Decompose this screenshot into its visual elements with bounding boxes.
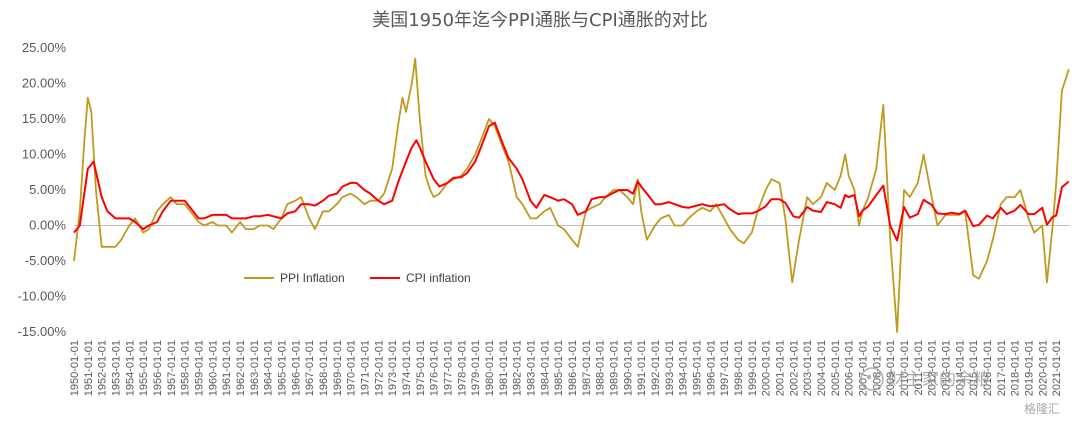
x-tick-label: 1963-01-01 bbox=[249, 340, 261, 396]
x-tick-label: 1982-01-01 bbox=[512, 340, 524, 396]
watermark: 财主家的余粮 格隆汇 bbox=[860, 367, 1060, 416]
y-tick-label: 0.00% bbox=[29, 218, 66, 233]
x-tick-label: 1970-01-01 bbox=[346, 340, 358, 396]
x-tick-label: 2013-01-01 bbox=[941, 340, 953, 396]
x-tick-label: 2014-01-01 bbox=[954, 340, 966, 396]
x-tick-label: 1954-01-01 bbox=[124, 340, 136, 396]
x-tick-label: 1987-01-01 bbox=[581, 340, 593, 396]
x-tick-label: 1980-01-01 bbox=[484, 340, 496, 396]
x-tick-label: 1992-01-01 bbox=[650, 340, 662, 396]
x-tick-label: 1965-01-01 bbox=[277, 340, 289, 396]
series-line-ppi bbox=[73, 57, 1070, 333]
x-tick-label: 1967-01-01 bbox=[304, 340, 316, 396]
series-layer bbox=[73, 57, 1070, 333]
y-tick-label: -5.00% bbox=[25, 253, 67, 268]
legend-label: PPI Inflation bbox=[280, 271, 345, 285]
x-tick-label: 1981-01-01 bbox=[498, 340, 510, 396]
x-tick-label: 1973-01-01 bbox=[387, 340, 399, 396]
x-tick-label: 2015-01-01 bbox=[968, 340, 980, 396]
x-tick-label: 1961-01-01 bbox=[221, 340, 233, 396]
x-tick-label: 1956-01-01 bbox=[152, 340, 164, 396]
x-tick-label: 1993-01-01 bbox=[664, 340, 676, 396]
watermark-text: 财主家的余粮 bbox=[888, 370, 990, 390]
y-tick-label: -10.00% bbox=[18, 289, 67, 304]
x-tick-label: 1995-01-01 bbox=[692, 340, 704, 396]
y-axis-ticks: 25.00% 20.00% 15.00% 10.00% 5.00% 0.00% -5.00%… bbox=[18, 40, 67, 339]
watermark-logo-dot2-icon bbox=[873, 374, 879, 380]
y-tick-label: 10.00% bbox=[22, 147, 67, 162]
x-tick-label: 1950-01-01 bbox=[69, 340, 81, 396]
x-tick-label: 1998-01-01 bbox=[733, 340, 745, 396]
x-tick-label: 2020-01-01 bbox=[1037, 340, 1049, 396]
x-tick-label: 1999-01-01 bbox=[747, 340, 759, 396]
x-tick-label: 2019-01-01 bbox=[1024, 340, 1036, 396]
watermark-subtext: 格隆汇 bbox=[1024, 401, 1060, 416]
x-tick-label: 1984-01-01 bbox=[539, 340, 551, 396]
x-tick-label: 1996-01-01 bbox=[705, 340, 717, 396]
x-tick-label: 2006-01-01 bbox=[844, 340, 856, 396]
x-tick-label: 1964-01-01 bbox=[263, 340, 275, 396]
x-tick-label: 2012-01-01 bbox=[927, 340, 939, 396]
x-tick-label: 1952-01-01 bbox=[97, 340, 109, 396]
series-line-cpi bbox=[73, 121, 1070, 242]
x-tick-label: 1968-01-01 bbox=[318, 340, 330, 396]
x-tick-label: 1986-01-01 bbox=[567, 340, 579, 396]
x-tick-label: 1972-01-01 bbox=[373, 340, 385, 396]
x-tick-label: 1975-01-01 bbox=[415, 340, 427, 396]
y-tick-label: 20.00% bbox=[22, 76, 67, 91]
x-tick-label: 1978-01-01 bbox=[456, 340, 468, 396]
legend: PPI Inflation CPI inflation bbox=[244, 271, 471, 285]
y-tick-label: -15.00% bbox=[18, 324, 67, 339]
x-tick-label: 2003-01-01 bbox=[802, 340, 814, 396]
y-tick-label: 5.00% bbox=[29, 182, 66, 197]
x-tick-label: 1989-01-01 bbox=[609, 340, 621, 396]
x-tick-label: 1971-01-01 bbox=[360, 340, 372, 396]
x-tick-label: 1958-01-01 bbox=[180, 340, 192, 396]
x-tick-label: 2000-01-01 bbox=[761, 340, 773, 396]
x-tick-label: 2004-01-01 bbox=[816, 340, 828, 396]
x-tick-label: 1955-01-01 bbox=[138, 340, 150, 396]
watermark-logo-icon bbox=[860, 367, 884, 391]
x-tick-label: 1990-01-01 bbox=[622, 340, 634, 396]
x-tick-label: 1991-01-01 bbox=[636, 340, 648, 396]
x-tick-label: 2016-01-01 bbox=[982, 340, 994, 396]
x-tick-label: 2018-01-01 bbox=[1010, 340, 1022, 396]
x-tick-label: 1983-01-01 bbox=[526, 340, 538, 396]
x-tick-label: 2001-01-01 bbox=[775, 340, 787, 396]
x-tick-label: 2010-01-01 bbox=[899, 340, 911, 396]
x-tick-label: 1969-01-01 bbox=[332, 340, 344, 396]
x-tick-label: 2007-01-01 bbox=[858, 340, 870, 396]
x-tick-label: 1951-01-01 bbox=[83, 340, 95, 396]
x-tick-label: 2009-01-01 bbox=[885, 340, 897, 396]
legend-label: CPI inflation bbox=[406, 271, 471, 285]
x-tick-label: 1985-01-01 bbox=[553, 340, 565, 396]
x-tick-label: 2011-01-01 bbox=[913, 340, 925, 395]
chart-title: 美国1950年迄今PPI通胀与CPI通胀的对比 bbox=[372, 10, 708, 31]
x-tick-label: 2005-01-01 bbox=[830, 340, 842, 396]
x-tick-label: 1976-01-01 bbox=[429, 340, 441, 396]
x-tick-label: 1994-01-01 bbox=[678, 340, 690, 396]
x-tick-label: 2002-01-01 bbox=[788, 340, 800, 396]
x-tick-label: 2021-01-01 bbox=[1051, 340, 1063, 396]
x-tick-label: 1997-01-01 bbox=[719, 340, 731, 396]
x-tick-label: 2017-01-01 bbox=[996, 340, 1008, 396]
x-tick-label: 1966-01-01 bbox=[290, 340, 302, 396]
x-tick-label: 1957-01-01 bbox=[166, 340, 178, 396]
x-tick-label: 1979-01-01 bbox=[470, 340, 482, 396]
x-axis-ticks: 1950-01-01 1951-01-01 1952-01-01 1953-01-01… bbox=[69, 340, 1063, 396]
x-tick-label: 1959-01-01 bbox=[194, 340, 206, 396]
x-tick-label: 1953-01-01 bbox=[111, 340, 123, 396]
y-tick-label: 25.00% bbox=[22, 40, 67, 55]
y-tick-label: 15.00% bbox=[22, 111, 67, 126]
x-tick-label: 2008-01-01 bbox=[871, 340, 883, 396]
x-tick-label: 1974-01-01 bbox=[401, 340, 413, 396]
x-tick-label: 1977-01-01 bbox=[443, 340, 455, 396]
x-tick-label: 1962-01-01 bbox=[235, 340, 247, 396]
x-tick-label: 1988-01-01 bbox=[595, 340, 607, 396]
x-tick-label: 1960-01-01 bbox=[207, 340, 219, 396]
watermark-logo-dot-icon bbox=[866, 374, 872, 380]
